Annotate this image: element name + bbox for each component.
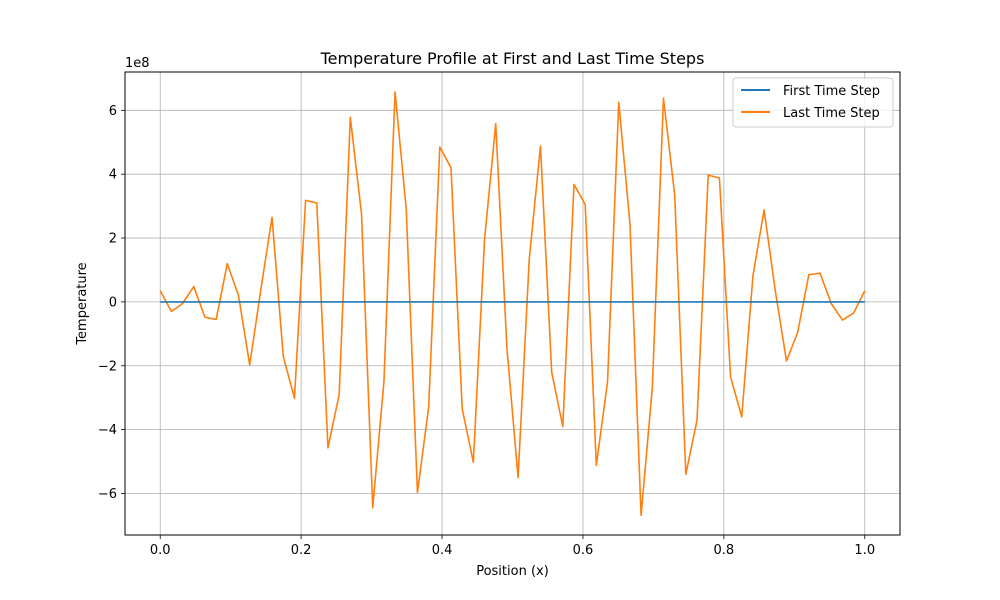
series-line-last-time-step bbox=[159, 91, 866, 517]
legend-box bbox=[732, 77, 894, 128]
y-axis-label: Temperature bbox=[75, 262, 90, 345]
legend-label-first-time-step: First Time Step bbox=[783, 84, 880, 99]
y-tick-label: 2 bbox=[109, 232, 117, 247]
x-tick-label: 0.6 bbox=[573, 543, 594, 558]
y-tick-label: −2 bbox=[98, 359, 117, 374]
x-tick-label: 0.8 bbox=[714, 543, 735, 558]
x-tick-label: 1.0 bbox=[854, 543, 875, 558]
y-tick-label: −4 bbox=[98, 423, 117, 438]
y-tick-label: −6 bbox=[98, 487, 117, 502]
y-tick-label: 4 bbox=[109, 168, 117, 183]
y-axis-ticks: −6 −4 −2 0 2 4 6 bbox=[98, 104, 125, 502]
chart-title: Temperature Profile at First and Last Ti… bbox=[320, 49, 705, 68]
y-tick-label: 0 bbox=[109, 295, 117, 310]
y-axis-scale-label: 1e8 bbox=[125, 56, 150, 71]
plot-frame bbox=[124, 71, 901, 536]
series-lines bbox=[159, 91, 866, 517]
x-tick-label: 0.4 bbox=[432, 543, 453, 558]
x-axis-label: Position (x) bbox=[476, 564, 549, 579]
x-tick-label: 0.2 bbox=[291, 543, 312, 558]
y-tick-label: 6 bbox=[109, 104, 117, 119]
legend: First Time Step Last Time Step bbox=[732, 77, 894, 128]
legend-label-last-time-step: Last Time Step bbox=[783, 106, 880, 121]
x-tick-label: 0.0 bbox=[150, 543, 171, 558]
x-axis-ticks: 0.0 0.2 0.4 0.6 0.8 1.0 bbox=[150, 535, 875, 558]
